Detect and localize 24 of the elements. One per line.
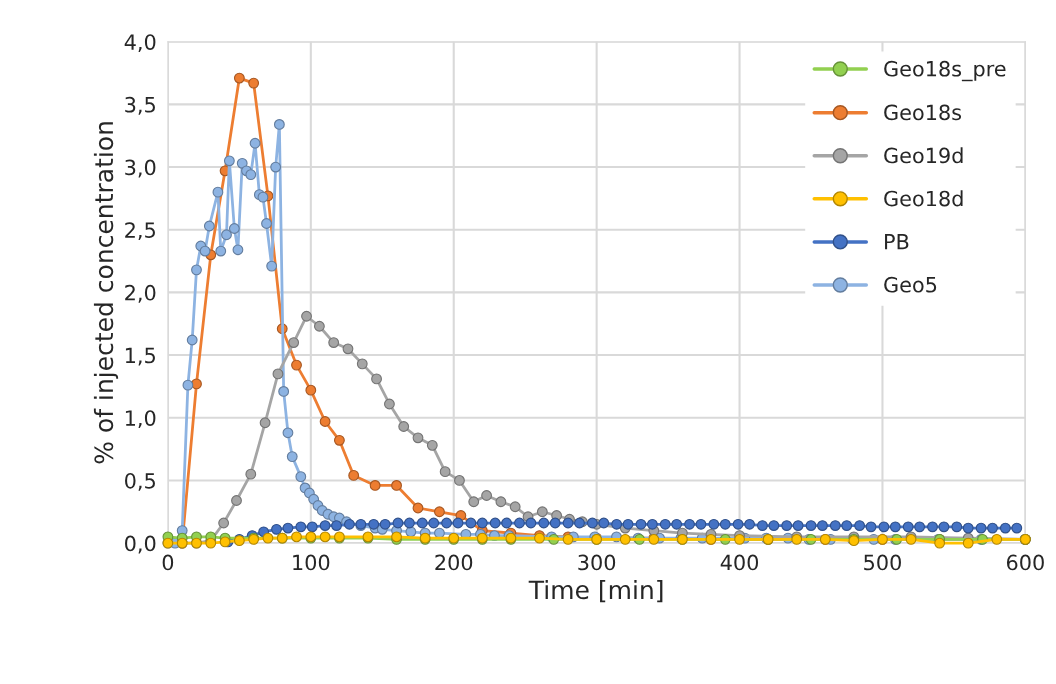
y-axis-title: % of injected concentration <box>93 122 119 464</box>
x-tick-label: 600 <box>1006 554 1044 571</box>
y-tick-label: 2,5 <box>125 222 155 241</box>
x-axis-title: Time [min] <box>528 579 663 603</box>
legend-label: Geo19d <box>884 147 963 164</box>
y-tick-label: 2,0 <box>125 284 156 303</box>
legend-label: Geo18d <box>884 190 963 207</box>
y-tick-label: 1,5 <box>125 347 155 366</box>
y-tick-label: 3,0 <box>125 159 156 178</box>
x-tick-label: 0 <box>162 554 174 571</box>
y-tick-label: 0,0 <box>125 535 156 554</box>
y-tick-label: 4,0 <box>124 34 156 53</box>
x-tick-label: 300 <box>578 554 616 571</box>
y-tick-label: 3,5 <box>125 96 155 115</box>
legend-label: Geo18s_pre <box>884 60 1006 82</box>
y-tick-label: 0,5 <box>125 472 155 491</box>
x-tick-label: 400 <box>720 554 759 571</box>
x-tick-label: 500 <box>864 554 901 571</box>
legend-label: Geo5 <box>884 276 937 293</box>
legend-label: Geo18s <box>884 104 962 121</box>
x-tick-label: 100 <box>293 554 330 571</box>
legend-label: PB <box>885 234 909 250</box>
x-tick-label: 200 <box>435 554 473 571</box>
y-tick-label: 1,0 <box>125 410 156 429</box>
